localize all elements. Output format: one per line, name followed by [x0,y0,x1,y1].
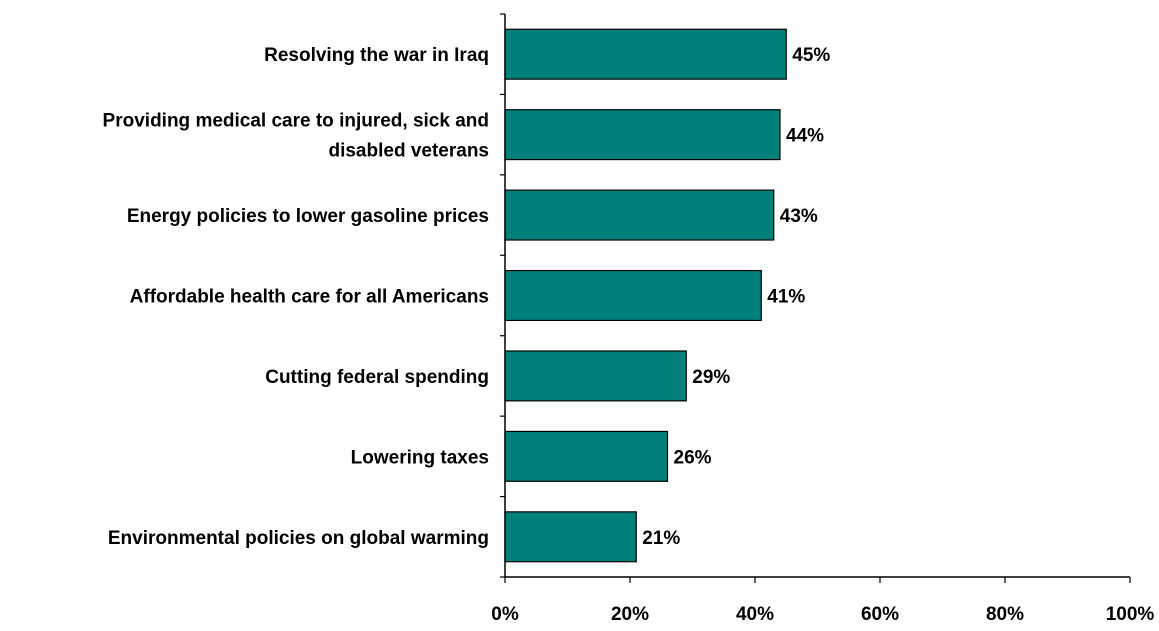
bar [504,109,781,161]
tick-labels-group: 0% 20% 40% 60% 80% 100% [491,604,1154,625]
category-label: Lowering taxes [351,447,489,468]
x-tick-label: 60% [861,604,899,625]
category-label: Energy policies to lower gasoline prices [127,206,489,227]
data-label: 43% [780,206,818,227]
category-label: Cutting federal spending [265,367,489,388]
bar [504,28,787,80]
x-tick-label: 0% [491,604,519,625]
bar [504,269,762,322]
data-label: 21% [642,528,680,549]
data-label: 26% [674,447,712,468]
axes-group [500,13,1131,583]
bar [504,430,669,482]
x-tick-label: 80% [986,604,1024,625]
data-label: 44% [786,126,824,147]
bars-group [504,28,787,563]
value-labels-group: 45% 44% 43% 41% 29% 26% 21% [642,45,830,549]
bar [504,511,637,563]
bar [504,350,687,402]
x-tick-label: 20% [611,604,649,625]
data-label: 45% [792,45,830,66]
category-label: Environmental policies on global warming [108,528,489,549]
x-tick-label: 100% [1106,604,1155,625]
category-label: Affordable health care for all Americans [130,287,489,308]
category-label: Resolving the war in Iraq [264,45,489,66]
data-label: 41% [767,287,805,308]
category-labels-group: Resolving the war in Iraq Providing medic… [103,45,489,549]
category-label: disabled veterans [328,141,489,162]
bar [504,189,775,241]
x-tick-label: 40% [736,604,774,625]
data-label: 29% [692,367,730,388]
category-label: Providing medical care to injured, sick … [103,111,489,132]
